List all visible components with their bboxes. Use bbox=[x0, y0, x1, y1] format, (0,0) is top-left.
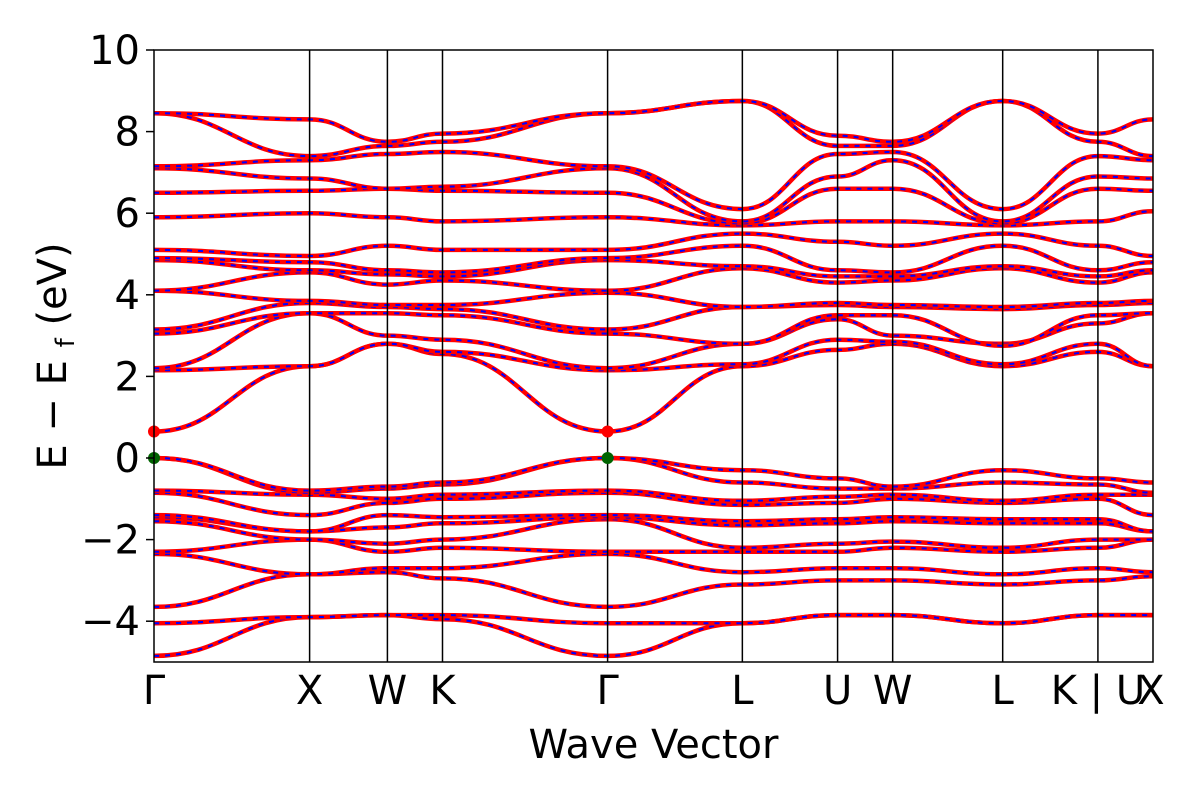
x-axis-label: Wave Vector bbox=[529, 722, 780, 768]
kpoint-label-4: Γ bbox=[596, 668, 619, 714]
y-tick-label-5: 6 bbox=[115, 191, 140, 237]
band-24-dashed bbox=[153, 159, 1154, 223]
kpoint-label-1: X bbox=[296, 668, 323, 714]
y-axis-label: E − E f (eV) bbox=[30, 242, 84, 469]
cbm-marker-1 bbox=[601, 425, 614, 438]
band-25-dashed bbox=[153, 150, 1154, 211]
band-9-dashed bbox=[153, 489, 1153, 502]
band-21-dashed bbox=[153, 232, 1154, 258]
band-8-dashed bbox=[153, 491, 1154, 517]
band-6-dashed bbox=[153, 516, 1154, 533]
band-0-dashed bbox=[153, 614, 1153, 657]
y-tick-label-0: −4 bbox=[81, 599, 140, 645]
band-13-dashed bbox=[153, 338, 1154, 372]
y-axis-ticks: −4 −2 0 2 4 6 8 10 bbox=[81, 28, 154, 645]
band-4-solid bbox=[153, 537, 1154, 555]
band-7-dashed bbox=[153, 514, 1154, 533]
kpoint-label-5: L bbox=[731, 668, 754, 714]
kpoint-label-0: Γ bbox=[143, 668, 166, 714]
band-27-dashed bbox=[153, 99, 1154, 143]
band-11-solid bbox=[153, 455, 1154, 493]
band-17-solid bbox=[153, 288, 1154, 310]
y-tick-label-6: 8 bbox=[115, 110, 140, 156]
y-tick-label-7: 10 bbox=[89, 28, 140, 74]
y-tick-label-4: 4 bbox=[115, 273, 140, 319]
kpoint-label-8: L bbox=[992, 668, 1015, 714]
band-2-dashed bbox=[153, 571, 1154, 608]
y-axis-label-main: E − E bbox=[30, 360, 76, 470]
band-23-dashed bbox=[153, 187, 1154, 225]
bands-layer bbox=[153, 98, 1154, 659]
vbm-marker-3 bbox=[601, 452, 614, 464]
kpoint-label-9: K | U bbox=[1051, 668, 1145, 714]
kpoint-label-3: K bbox=[429, 668, 457, 714]
plot-frame bbox=[153, 49, 1154, 663]
kpoint-label-7: W bbox=[873, 668, 913, 714]
band-19-solid bbox=[153, 257, 1154, 279]
band-edge-markers bbox=[148, 425, 614, 464]
band-3-solid bbox=[153, 551, 1154, 577]
y-tick-label-3: 2 bbox=[115, 354, 140, 400]
band-22-dashed bbox=[153, 210, 1154, 227]
kpoint-label-2: W bbox=[368, 668, 408, 714]
band-10-dashed bbox=[153, 456, 1154, 494]
y-tick-label-1: −2 bbox=[81, 518, 140, 564]
y-axis-label-subscript: f bbox=[51, 337, 81, 347]
kpoint-label-6: U bbox=[823, 668, 852, 714]
band-15-dashed bbox=[153, 312, 1154, 347]
y-tick-label-2: 0 bbox=[115, 436, 140, 482]
kpoint-label-10: X bbox=[1137, 668, 1164, 714]
band-5-dashed bbox=[153, 518, 1153, 549]
high-symmetry-lines bbox=[308, 50, 1099, 662]
band-20-solid bbox=[153, 243, 1154, 275]
y-axis-label-unit: (eV) bbox=[30, 242, 76, 325]
band-1-dashed bbox=[153, 614, 1153, 625]
